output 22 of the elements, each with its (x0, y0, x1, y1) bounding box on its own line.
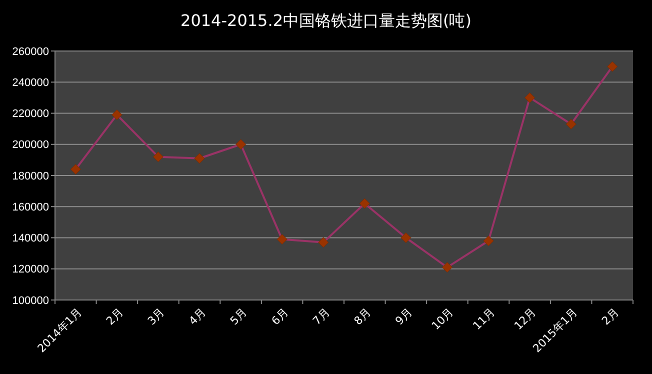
chart-title: 2014-2015.2中国铬铁进口量走势图(吨) (180, 11, 472, 30)
x-tick-label: 6月 (268, 306, 291, 328)
x-tick-label: 7月 (310, 306, 332, 328)
x-tick-label: 4月 (186, 306, 208, 328)
y-tick-label: 100000 (12, 294, 49, 307)
x-tick-label: 10月 (429, 306, 456, 333)
y-tick-label: 180000 (12, 170, 49, 182)
x-tick-label: 2月 (599, 306, 622, 328)
y-tick-label: 220000 (12, 108, 49, 120)
y-tick-label: 140000 (12, 232, 49, 245)
y-tick-label: 240000 (12, 76, 49, 89)
x-tick-label: 5月 (228, 306, 250, 328)
x-tick-label: 8月 (352, 306, 374, 328)
x-tick-label: 3月 (145, 306, 168, 328)
x-tick-label: 12月 (512, 306, 539, 333)
x-tick-label: 2月 (104, 306, 126, 328)
x-tick-label: 11月 (470, 306, 498, 333)
y-tick-label: 160000 (12, 201, 49, 214)
y-tick-label: 200000 (12, 139, 49, 152)
y-tick-label: 120000 (12, 264, 49, 276)
y-tick-label: 260000 (12, 46, 49, 58)
x-tick-label: 9月 (392, 306, 415, 328)
